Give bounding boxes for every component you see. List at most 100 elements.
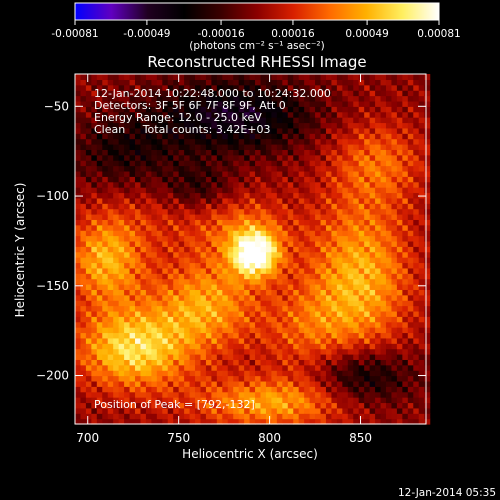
heatmap-cell [151,289,158,296]
heatmap-cell [216,370,223,377]
heatmap-cell [189,181,196,188]
heatmap-cell [145,397,152,404]
heatmap-cell [309,95,316,102]
heatmap-cell [113,262,120,269]
heatmap-cell [336,235,343,242]
heatmap-cell [380,187,387,194]
heatmap-cell [375,95,382,102]
heatmap-cell [347,122,354,129]
heatmap-cell [85,208,92,215]
heatmap-cell [282,84,289,91]
heatmap-cell [113,144,120,150]
heatmap-cell [184,240,191,247]
heatmap-cell [347,413,354,420]
heatmap-cell [167,262,174,269]
heatmap-cell [331,337,338,344]
heatmap-cell [369,364,376,371]
heatmap-cell [342,257,349,264]
heatmap-cell [369,327,376,334]
heatmap-cell [271,310,278,317]
heatmap-cell [233,117,240,124]
heatmap-cell [396,84,403,91]
heatmap-cell [135,138,142,145]
heatmap-cell [375,111,382,118]
heatmap-cell [304,267,311,274]
heatmap-cell [396,176,403,183]
heatmap-cell [227,79,234,86]
heatmap-cell [260,160,267,167]
heatmap-cell [151,273,158,280]
heatmap-cell [424,224,431,231]
heatmap-cell [260,133,267,140]
heatmap-cell [282,375,289,382]
heatmap-cell [309,337,316,344]
heatmap-cell [276,300,283,307]
heatmap-cell [189,310,196,317]
heatmap-cell [75,289,82,296]
heatmap-cell [189,407,196,414]
heatmap-cell [75,214,82,220]
heatmap-cell [107,300,114,307]
heatmap-cell [91,203,98,210]
heatmap-cell [271,100,278,107]
heatmap-cell [396,348,403,355]
heatmap-cell [413,214,420,220]
heatmap-cell [238,273,245,280]
heatmap-cell [167,224,174,231]
heatmap-cell [287,95,294,102]
heatmap-cell [244,127,251,134]
heatmap-cell [135,214,142,220]
heatmap-cell [195,138,202,145]
heatmap-cell [200,273,207,280]
heatmap-cell [233,418,240,425]
heatmap-cell [107,100,114,107]
heatmap-cell [385,262,393,269]
heatmap-cell [402,203,409,210]
heatmap-cell [75,262,82,269]
heatmap-cell [385,79,393,86]
heatmap-cell [102,160,109,167]
heatmap-cell [320,316,327,323]
heatmap-cell [184,181,191,188]
heatmap-cell [385,230,393,237]
heatmap-cell [222,262,229,269]
heatmap-cell [205,273,212,280]
heatmap-cell [211,246,218,253]
heatmap-cell [402,284,409,290]
heatmap-cell [216,224,223,231]
heatmap-cell [265,192,273,199]
heatmap-cell [233,208,240,215]
heatmap-cell [85,413,92,420]
heatmap-cell [200,418,207,425]
heatmap-cell [309,375,316,382]
heatmap-cell [391,359,398,366]
heatmap-cell [424,149,431,156]
heatmap-cell [233,413,240,420]
heatmap-cell [173,165,180,172]
heatmap-cell [287,181,294,188]
heatmap-cell [276,321,283,328]
heatmap-cell [145,359,152,366]
heatmap-cell [375,386,382,393]
heatmap-cell [233,100,240,107]
heatmap-cell [375,214,382,220]
heatmap-cell [129,160,136,167]
heatmap-cell [145,386,152,393]
heatmap-cell [222,375,229,382]
heatmap-cell [96,278,103,285]
heatmap-cell [249,262,256,269]
heatmap-cell [113,305,120,312]
heatmap-cell [96,187,103,194]
heatmap-cell [255,122,262,129]
heatmap-cell [124,380,131,387]
heatmap-cell [75,337,82,344]
heatmap-cell [124,235,131,242]
heatmap-cell [391,284,398,290]
heatmap-cell [118,332,125,339]
heatmap-cell [396,278,403,285]
heatmap-cell [358,149,365,156]
heatmap-cell [287,224,294,231]
heatmap-cell [358,407,365,414]
heatmap-cell [173,192,180,199]
heatmap-cell [129,418,136,425]
